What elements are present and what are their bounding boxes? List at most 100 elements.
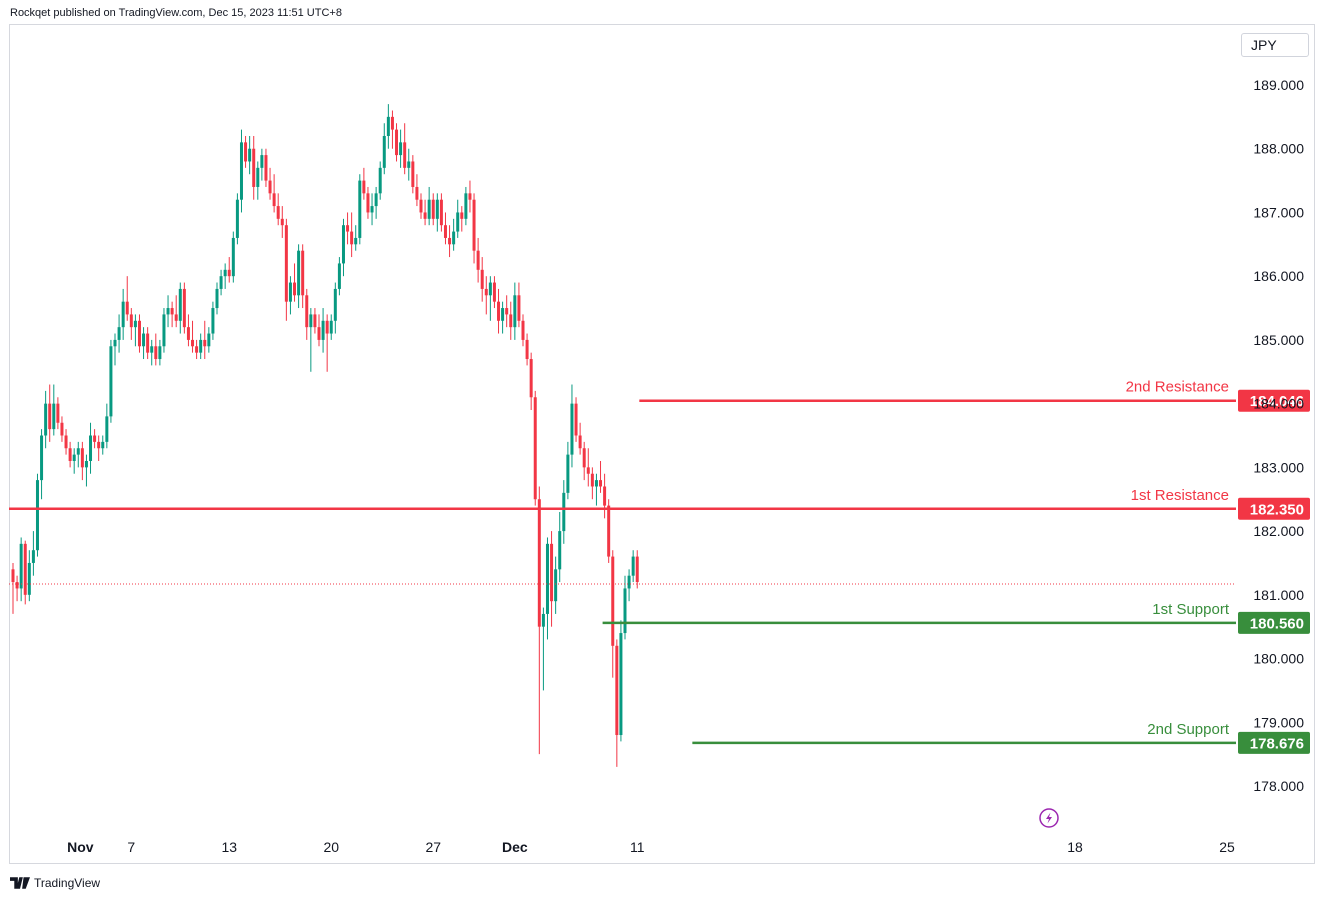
candle-body: [590, 473, 594, 487]
candle-body: [603, 486, 607, 506]
candle-body: [211, 308, 215, 334]
candle-body: [137, 320, 141, 347]
candle-body: [550, 543, 554, 602]
candle-body: [305, 295, 309, 328]
candle-body: [40, 435, 44, 481]
candle-body: [309, 314, 313, 328]
price-tick-label: 182.000: [1253, 523, 1304, 539]
candle-body: [619, 633, 623, 736]
candle-body: [64, 435, 68, 449]
candle-body: [272, 193, 276, 207]
candle-body: [154, 346, 158, 360]
level-price-tag: [1238, 731, 1310, 754]
candle-body: [150, 346, 154, 353]
level-label: 1st Resistance: [1131, 487, 1229, 504]
candle-body: [415, 186, 419, 200]
candle-body: [350, 231, 354, 245]
candle-body: [19, 543, 23, 589]
candle-body: [60, 422, 64, 436]
candle-body: [468, 193, 472, 200]
candle-body: [11, 569, 15, 583]
candle-body: [427, 199, 431, 219]
candle-body: [72, 454, 76, 461]
price-tick-label: 187.000: [1253, 204, 1304, 220]
candle-body: [15, 582, 19, 589]
candle-body: [390, 116, 394, 130]
candle-body: [317, 327, 321, 340]
candle-body: [89, 435, 93, 461]
candle-body: [476, 250, 480, 270]
candle-body: [337, 263, 341, 289]
candle-body: [117, 327, 121, 340]
brand-name: TradingView: [34, 876, 101, 890]
tradingview-logo-icon: [10, 877, 30, 889]
level-price-tag: [1238, 497, 1310, 520]
candle-body: [623, 588, 627, 634]
candle-body: [586, 467, 590, 474]
candle-body: [615, 645, 619, 736]
candle-body: [517, 295, 521, 321]
candle-body: [23, 543, 27, 595]
time-tick-label: Nov: [67, 839, 94, 855]
candle-body: [419, 199, 423, 213]
candle-body: [545, 543, 549, 614]
candle-body: [260, 155, 264, 168]
candle-body: [178, 288, 182, 321]
candle-body: [541, 613, 545, 627]
candle-body: [121, 301, 125, 328]
candle-body: [44, 403, 48, 436]
candle-body: [358, 180, 362, 238]
lightning-icon[interactable]: [1039, 808, 1059, 828]
candle-body: [611, 556, 615, 646]
candle-body: [48, 403, 52, 430]
candle-body: [235, 199, 239, 238]
candle-body: [186, 327, 190, 340]
price-tick-label: 188.000: [1253, 141, 1304, 157]
time-tick-label: 13: [221, 839, 237, 855]
candle-body: [480, 269, 484, 289]
candle-body: [403, 142, 407, 168]
candle-body: [215, 288, 219, 309]
candle-body: [443, 225, 447, 238]
candle-body: [484, 288, 488, 296]
candle-body: [182, 288, 186, 328]
candle-body: [199, 339, 203, 353]
candle-body: [362, 180, 366, 194]
candle-body: [509, 314, 513, 328]
candle-body: [313, 314, 317, 328]
candle-body: [594, 480, 598, 487]
price-axis: 189.000 188.000 187.000 186.000 185.000 184.0…: [1253, 77, 1304, 794]
level-price-text: 178.676: [1250, 735, 1304, 752]
chart-frame: [9, 24, 1315, 864]
candle-body: [460, 212, 464, 219]
candle-body: [472, 199, 476, 251]
candle-body: [97, 441, 101, 449]
time-tick-label: 7: [127, 839, 135, 855]
candle-body: [423, 212, 427, 219]
candle-body: [162, 314, 166, 347]
level-price-text: 180.560: [1250, 615, 1304, 632]
candle-body: [574, 403, 578, 436]
currency-selector[interactable]: JPY: [1241, 33, 1309, 57]
candle-body: [382, 135, 386, 168]
candle-body: [456, 212, 460, 232]
candle-body: [321, 320, 325, 340]
candle-body: [411, 161, 415, 187]
candle-body: [256, 167, 260, 187]
candle-body: [378, 167, 382, 194]
candle-body: [170, 308, 174, 315]
candle-body: [346, 225, 350, 232]
candle-body: [513, 295, 517, 328]
candle-body: [537, 499, 541, 627]
candle-body: [105, 416, 109, 442]
time-tick-label: 25: [1219, 839, 1235, 855]
candle-body: [244, 142, 248, 162]
candle-body: [223, 269, 227, 277]
candle-body: [268, 180, 272, 194]
candle-body: [76, 448, 80, 455]
time-tick-label: 27: [425, 839, 441, 855]
level-price-tag: [1238, 611, 1310, 634]
level-price-text: 184.046: [1250, 393, 1304, 410]
price-tick-label: 189.000: [1253, 77, 1304, 93]
